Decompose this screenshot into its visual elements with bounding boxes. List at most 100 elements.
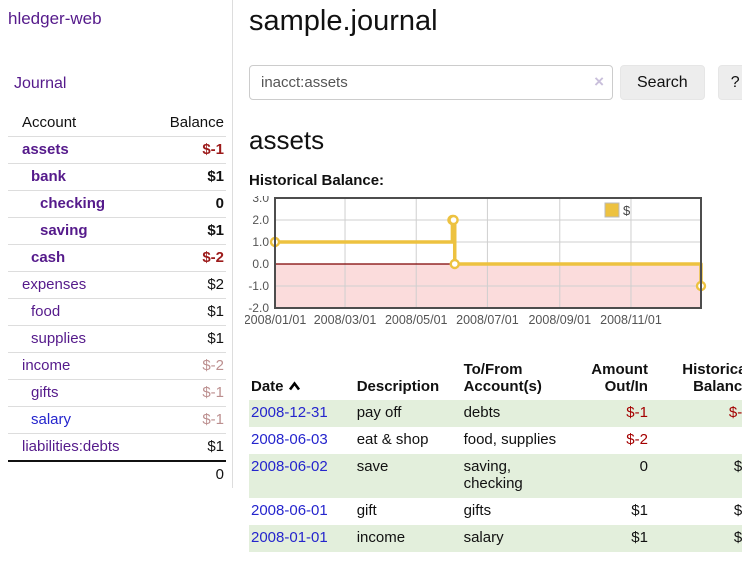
transaction-date-link[interactable]: 2008-01-01 xyxy=(251,529,328,546)
x-axis-tick: 2008/01/01 xyxy=(245,313,306,327)
search-button[interactable]: Search xyxy=(620,65,705,100)
account-row: cash $-2 xyxy=(8,244,226,272)
y-axis-tick: 3.0 xyxy=(252,196,269,205)
transaction-balance: $2 xyxy=(733,502,742,519)
page-title: sample.journal xyxy=(249,5,438,37)
account-balance: $-2 xyxy=(152,352,226,380)
description-column-header: Description xyxy=(356,378,440,395)
account-row: assets $-1 xyxy=(8,136,226,164)
accounts-column-header: To/From Account(s) xyxy=(463,361,542,395)
transaction-row: 2008-06-03 eat & shop food, supplies $-2 0 xyxy=(249,427,742,454)
amount-column-header: Amount Out/In xyxy=(591,361,648,395)
chart-title: Historical Balance: xyxy=(249,172,385,189)
account-heading: assets xyxy=(249,125,325,155)
transaction-amount: $-1 xyxy=(626,404,648,421)
account-link[interactable]: expenses xyxy=(22,276,87,293)
app-title-link[interactable]: hledger-web xyxy=(8,9,102,28)
transaction-description: pay off xyxy=(356,404,402,421)
account-balance: $1 xyxy=(152,298,226,326)
transaction-amount: $1 xyxy=(631,502,648,519)
search-input[interactable] xyxy=(249,65,613,100)
date-column-header[interactable]: Date xyxy=(249,357,349,400)
transaction-description: save xyxy=(356,458,389,475)
account-table-body: assets $-1 bank $1 checking 0 saving $1 cash $-2 e… xyxy=(8,136,226,461)
account-row: income $-2 xyxy=(8,352,226,380)
account-balance: $1 xyxy=(152,163,226,191)
transaction-row: 2008-01-01 income salary $1 $1 xyxy=(249,525,742,552)
account-link[interactable]: cash xyxy=(31,249,66,266)
account-balance: $-1 xyxy=(152,136,226,164)
account-column-header: Account xyxy=(22,114,77,131)
sort-ascending-icon xyxy=(288,381,300,391)
transaction-description: gift xyxy=(356,502,377,519)
clear-search-icon[interactable]: × xyxy=(594,72,604,91)
y-axis-tick: 2.0 xyxy=(252,213,269,227)
transaction-date-link[interactable]: 2008-12-31 xyxy=(251,404,328,421)
transaction-accounts: salary xyxy=(463,529,504,546)
transaction-date-link[interactable]: 2008-06-03 xyxy=(251,431,328,448)
account-balance: $1 xyxy=(152,217,226,245)
help-button[interactable]: ? xyxy=(717,65,742,100)
x-axis-tick: 2008/03/01 xyxy=(314,313,377,327)
register-table-body: 2008-12-31 pay off debts $-1 $-1 2008-06-03 ea… xyxy=(249,400,742,552)
account-row: saving $1 xyxy=(8,217,226,245)
transaction-date-link[interactable]: 2008-06-01 xyxy=(251,502,328,519)
y-axis-tick: -2.0 xyxy=(248,301,269,315)
transaction-description: income xyxy=(356,529,406,546)
account-link[interactable]: saving xyxy=(40,222,88,239)
account-balance: $2 xyxy=(152,271,226,299)
account-link[interactable]: checking xyxy=(40,195,106,212)
transaction-amount: $-2 xyxy=(626,431,648,448)
account-row: supplies $1 xyxy=(8,325,226,353)
x-axis-tick: 2008/07/01 xyxy=(456,313,519,327)
account-row: salary $-1 xyxy=(8,406,226,434)
account-link[interactable]: gifts xyxy=(31,384,59,401)
account-link[interactable]: assets xyxy=(22,141,69,158)
account-balance: 0 xyxy=(152,190,226,218)
app-layout: hledger-web Journal Account Balance asse… xyxy=(0,0,742,552)
x-axis-tick: 2008/09/01 xyxy=(528,313,591,327)
account-row: expenses $2 xyxy=(8,271,226,299)
transaction-accounts: food, supplies xyxy=(463,431,557,448)
account-row: checking 0 xyxy=(8,190,226,218)
account-link[interactable]: food xyxy=(31,303,61,320)
balance-column-header: Balance xyxy=(169,114,224,131)
account-row: bank $1 xyxy=(8,163,226,191)
historical-balance-chart: $3.0 2.0 1.0 0.0 -1.0 -2.0 2008/01/01 2008/03/0… xyxy=(244,191,742,341)
transaction-accounts: gifts xyxy=(463,502,492,519)
sidebar-item-journal[interactable]: Journal xyxy=(14,75,67,92)
transaction-balance: $-1 xyxy=(728,404,742,421)
register-table: Date Description To/From Account(s) Amou… xyxy=(249,357,742,552)
account-link[interactable]: liabilities:debts xyxy=(22,438,120,455)
transaction-accounts: debts xyxy=(463,404,501,421)
transaction-amount: $1 xyxy=(631,529,648,546)
sidebar: hledger-web Journal Account Balance asse… xyxy=(0,0,233,488)
account-total-value: 0 xyxy=(152,460,226,488)
transaction-accounts: saving, checking xyxy=(463,458,523,492)
transaction-description: eat & shop xyxy=(356,431,429,448)
legend-label: $ xyxy=(623,203,631,218)
x-axis-tick: 2008/05/01 xyxy=(385,313,448,327)
account-link[interactable]: supplies xyxy=(31,330,87,347)
transaction-balance: $2 xyxy=(733,458,742,475)
x-axis-tick: 2008/11/01 xyxy=(600,313,662,327)
account-link[interactable]: salary xyxy=(31,411,72,428)
main-content: sample.journal × Search ? assets Histori… xyxy=(233,0,742,552)
y-axis-tick: 0.0 xyxy=(252,257,269,271)
transaction-balance: $1 xyxy=(733,529,742,546)
account-balance: $1 xyxy=(152,325,226,353)
transaction-row: 2008-06-02 save saving, checking 0 $2 xyxy=(249,454,742,498)
account-link[interactable]: bank xyxy=(31,168,67,185)
account-link[interactable]: income xyxy=(22,357,71,374)
account-total-row: 0 xyxy=(8,460,226,488)
search-bar: × Search ? xyxy=(249,65,742,100)
y-axis-tick: -1.0 xyxy=(248,279,269,293)
account-row: food $1 xyxy=(8,298,226,326)
account-balance: $-1 xyxy=(152,379,226,407)
transaction-date-link[interactable]: 2008-06-02 xyxy=(251,458,328,475)
register-header-row: Date Description To/From Account(s) Amou… xyxy=(249,357,742,400)
transaction-balance: 0 xyxy=(656,427,742,454)
account-balance-table: Account Balance assets $-1 bank $1 checking 0… xyxy=(8,110,226,488)
transaction-amount: 0 xyxy=(639,458,648,475)
